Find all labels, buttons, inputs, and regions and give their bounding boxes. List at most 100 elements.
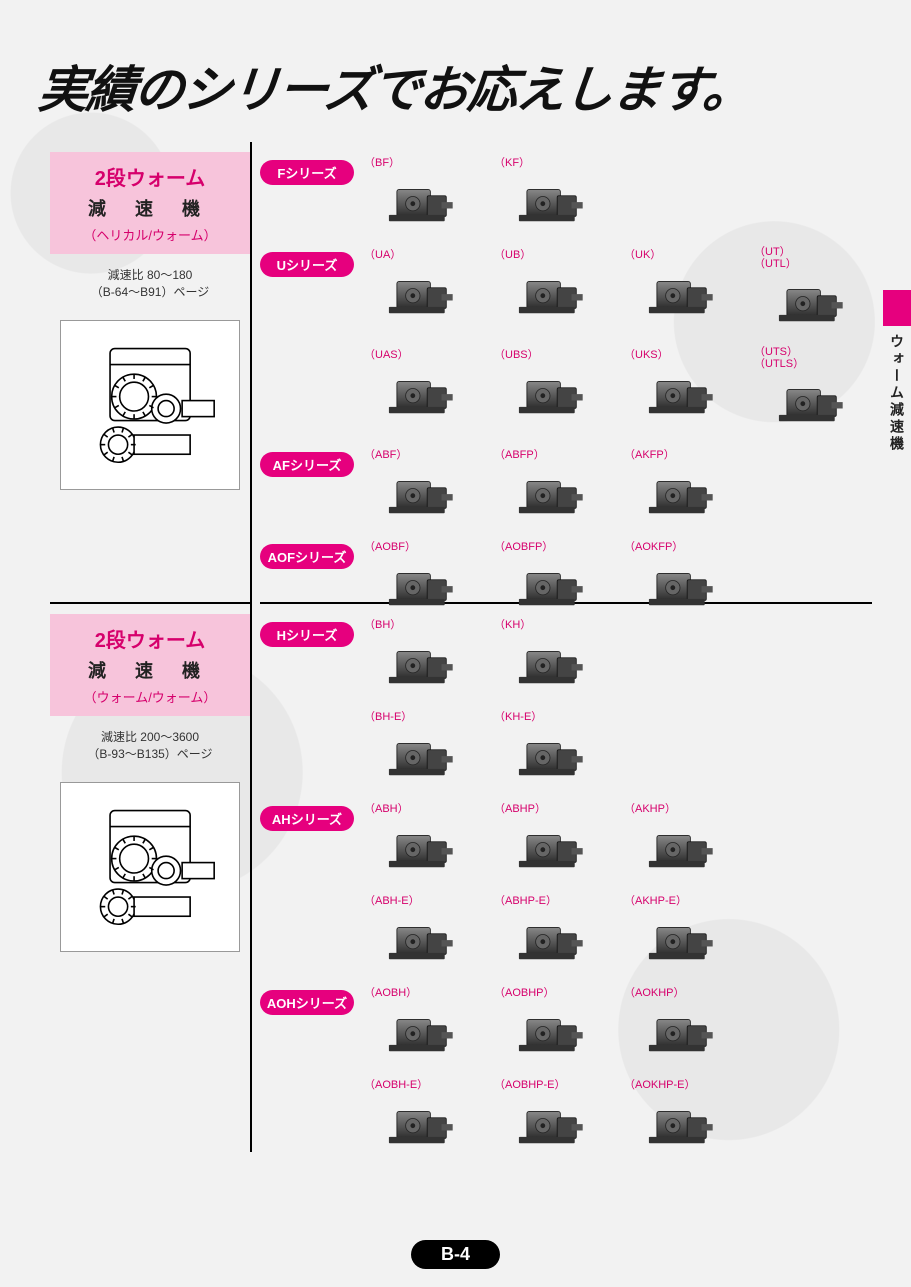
page-number: B-4: [411, 1240, 500, 1269]
page-title: 実績のシリーズでお応えします。: [0, 0, 911, 142]
ratio-line2: （B-64〜B91）ページ: [50, 283, 250, 300]
product-item: （UKS）: [620, 346, 742, 434]
series-row: Fシリーズ （BF） （KF）: [260, 148, 872, 240]
product-image: [360, 364, 482, 426]
product-label: （AOKHP-E）: [620, 1076, 696, 1092]
product-image: [490, 1002, 612, 1064]
product-icon: [502, 267, 600, 323]
product-item: （ABH-E）: [360, 892, 482, 972]
product-image: [620, 1094, 742, 1156]
product-image: [490, 726, 612, 788]
product-image: [620, 1002, 742, 1064]
product-item: （AOKHP）: [620, 984, 742, 1064]
product-item: （KH-E）: [490, 708, 612, 788]
product-label: （ABH）: [360, 800, 409, 816]
product-icon: [372, 1097, 470, 1153]
product-icon: [502, 1005, 600, 1061]
product-label: （BH-E）: [360, 708, 412, 724]
product-label: （AOBH-E）: [360, 1076, 428, 1092]
product-image: [750, 272, 872, 334]
product-label: （AOBH）: [360, 984, 417, 1000]
product-label: （BF）: [360, 154, 400, 170]
series-pill: [260, 352, 354, 358]
series-pill: Fシリーズ: [260, 160, 354, 185]
product-image: [360, 726, 482, 788]
left-column: 2段ウォーム 減 速 機 （ヘリカル/ウォーム） 減速比 80〜180 （B-6…: [50, 142, 250, 1152]
item-list: （ABH） （ABHP） （AKHP）: [360, 800, 872, 880]
series-pill: [260, 1082, 354, 1088]
side-tab: ウォーム減速機: [883, 290, 911, 453]
product-item: （KH）: [490, 616, 612, 696]
product-item: （AOBHP-E）: [490, 1076, 612, 1156]
product-icon: [762, 375, 860, 431]
ratio-line1: 減速比 200〜3600: [50, 728, 250, 745]
product-label: （ABF）: [360, 446, 407, 462]
series-row: Uシリーズ （UA） （UB）: [260, 240, 872, 340]
series-row: （ABH-E） （ABHP-E） （AK: [260, 886, 872, 978]
series-row: AFシリーズ （ABF） （ABFP）: [260, 440, 872, 532]
product-item: （BF）: [360, 154, 482, 234]
product-item: （AOBF）: [360, 538, 482, 618]
product-image: [490, 264, 612, 326]
footer: B-4: [0, 1240, 911, 1269]
product-item: （ABFP）: [490, 446, 612, 526]
series-section: Hシリーズ （BH） （KH）: [260, 602, 872, 1152]
product-item: （BH）: [360, 616, 482, 696]
category-subtitle: 減 速 機: [58, 195, 242, 221]
product-image: [620, 364, 742, 426]
ratio-line1: 減速比 80〜180: [50, 266, 250, 283]
item-list: （AOBH-E） （AOBHP-E） （: [360, 1076, 872, 1156]
product-icon: [372, 175, 470, 231]
product-label: （KF）: [490, 154, 530, 170]
item-list: （UAS） （UBS） （UKS）: [360, 346, 872, 434]
product-image: [620, 464, 742, 526]
product-label: （AKHP）: [620, 800, 676, 816]
product-icon: [502, 175, 600, 231]
product-icon: [632, 913, 730, 969]
series-pill: [260, 898, 354, 904]
series-pill: AHシリーズ: [260, 806, 354, 831]
series-pill: AFシリーズ: [260, 452, 354, 477]
product-label: （BH）: [360, 616, 401, 632]
product-item: （UB）: [490, 246, 612, 334]
product-image: [360, 264, 482, 326]
product-image: [490, 556, 612, 618]
product-icon: [762, 275, 860, 331]
product-item: （ABHP）: [490, 800, 612, 880]
product-icon: [632, 559, 730, 615]
product-label: （AOBHP-E）: [490, 1076, 566, 1092]
product-image: [620, 910, 742, 972]
product-icon: [372, 729, 470, 785]
product-item: （AKHP-E）: [620, 892, 742, 972]
item-list: （BF） （KF）: [360, 154, 872, 234]
product-label: （UT）（UTL）: [750, 246, 797, 270]
product-item: （AOBH）: [360, 984, 482, 1064]
product-label: （KH-E）: [490, 708, 542, 724]
series-pill: AOHシリーズ: [260, 990, 354, 1015]
series-pill: [260, 714, 354, 720]
category-section: 2段ウォーム 減 速 機 （ヘリカル/ウォーム） 減速比 80〜180 （B-6…: [50, 142, 250, 602]
product-label: （UKS）: [620, 346, 669, 362]
category-note: （ヘリカル/ウォーム）: [58, 225, 242, 244]
product-image: [620, 264, 742, 326]
series-pill: Hシリーズ: [260, 622, 354, 647]
category-note: （ウォーム/ウォーム）: [58, 687, 242, 706]
category-title: 2段ウォーム: [58, 162, 242, 191]
ratio-line2: （B-93〜B135）ページ: [50, 745, 250, 762]
product-image: [490, 634, 612, 696]
product-label: （ABHP）: [490, 800, 546, 816]
product-label: （UAS）: [360, 346, 409, 362]
product-image: [490, 364, 612, 426]
product-image: [360, 464, 482, 526]
product-image: [490, 172, 612, 234]
product-item: （AOBH-E）: [360, 1076, 482, 1156]
product-item: （UBS）: [490, 346, 612, 434]
product-item: （AKHP）: [620, 800, 742, 880]
product-icon: [632, 1005, 730, 1061]
product-item: （ABHP-E）: [490, 892, 612, 972]
product-label: （AOBHP）: [490, 984, 555, 1000]
product-icon: [502, 913, 600, 969]
series-row: Hシリーズ （BH） （KH）: [260, 610, 872, 702]
product-label: （AKFP）: [620, 446, 675, 462]
content-area: 2段ウォーム 減 速 機 （ヘリカル/ウォーム） 減速比 80〜180 （B-6…: [0, 142, 911, 1152]
